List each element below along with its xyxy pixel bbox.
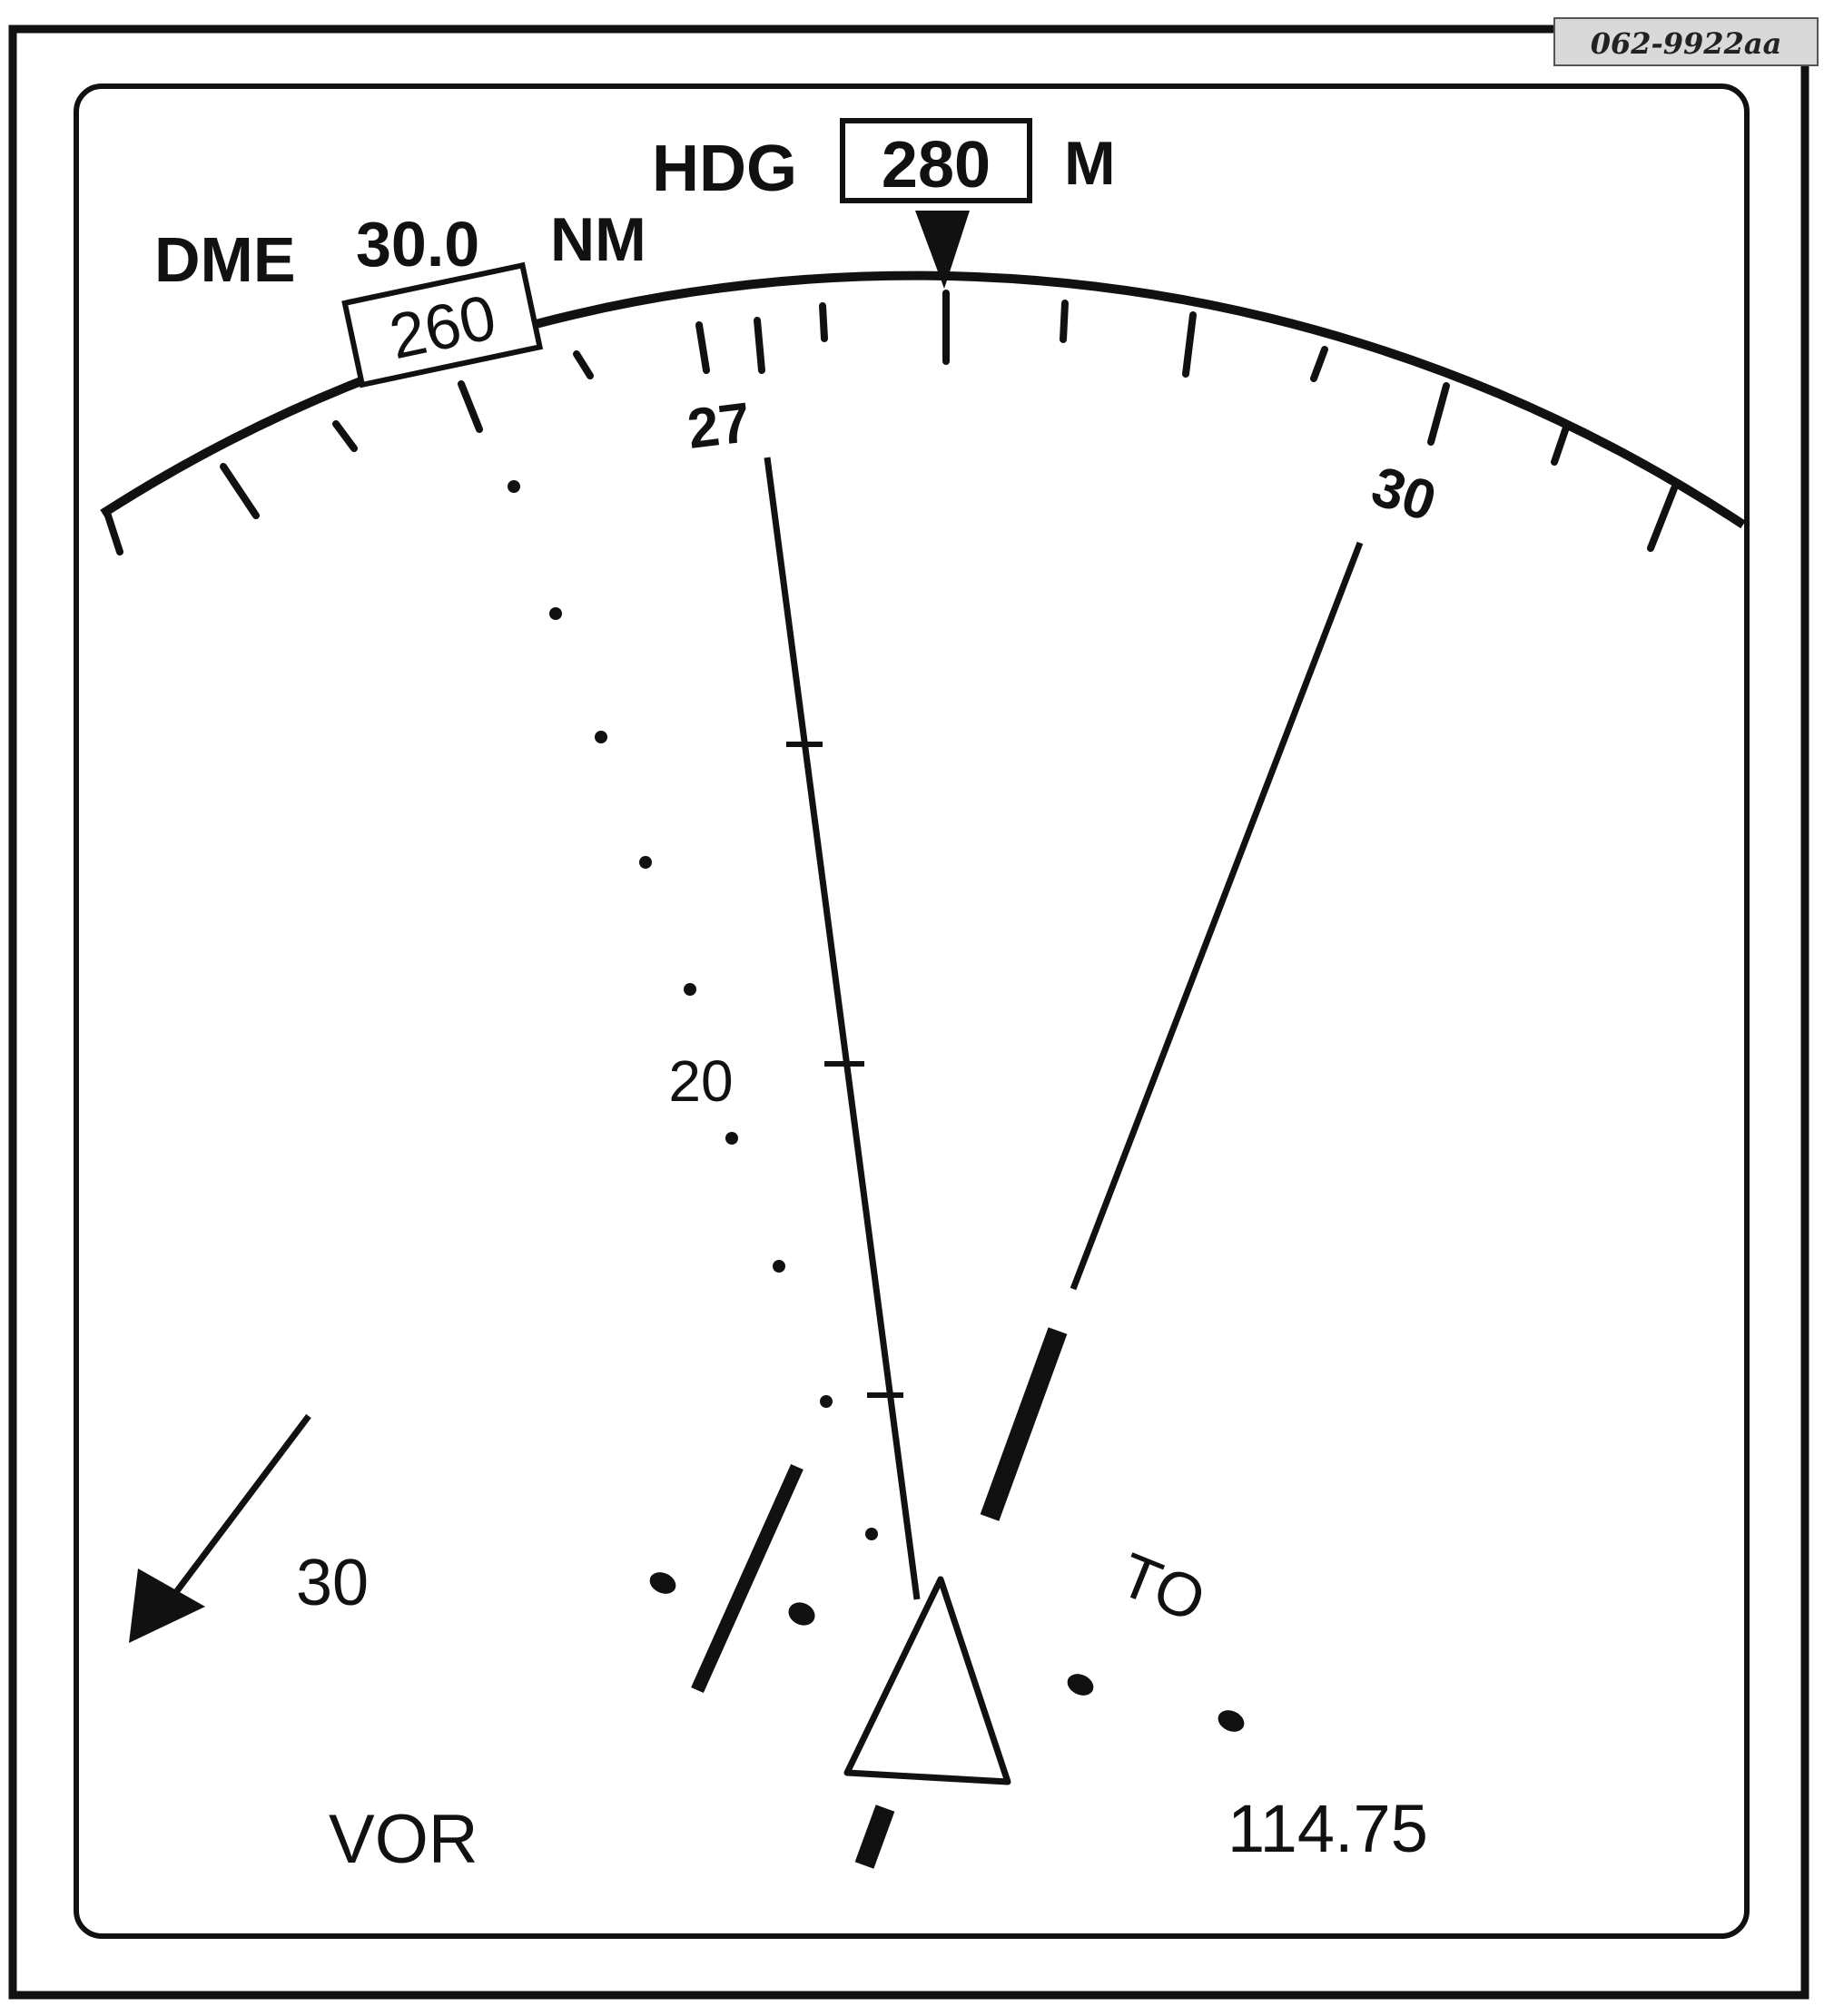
compass-ticks [104,290,1678,556]
wind-arrow-icon [129,1413,311,1643]
dme-label: DME [154,224,296,295]
dme-value: 30.0 [356,209,479,280]
hdg-label: HDG [652,133,797,205]
course-line [1070,541,1364,1291]
reference-code: 062-9922aa [1591,26,1782,61]
nav-frequency: 114.75 [1228,1791,1428,1866]
display-panel [74,84,1750,1939]
hdg-value: 280 [882,129,991,202]
compass-arc [100,270,1746,529]
wind-speed: 30 [296,1547,369,1619]
track-range-marks [786,742,903,1398]
dotted-curve [508,480,878,1540]
scale-label-30: 30 [1365,455,1444,534]
cdi-bar-lower [691,1463,804,1694]
outer-frame [8,25,1809,2000]
course-box: 260 [341,261,544,388]
heading-pointer-icon [915,211,970,289]
to-from-indicator: TO [1110,1539,1215,1635]
dme-unit: NM [550,205,646,274]
track-line [764,457,921,1600]
reference-tag: 062-9922aa [1553,17,1819,66]
aircraft-triangle-icon [843,1576,1011,1785]
range-label: 20 [668,1048,733,1114]
scale-label-27: 27 [685,391,754,461]
deviation-dots [649,1572,1245,1732]
cdi-bar-tail [854,1805,895,1869]
hdg-suffix: M [1064,129,1116,198]
cdi-bar-upper [980,1327,1068,1521]
nav-mode: VOR [329,1801,478,1878]
hdg-box [840,118,1032,203]
